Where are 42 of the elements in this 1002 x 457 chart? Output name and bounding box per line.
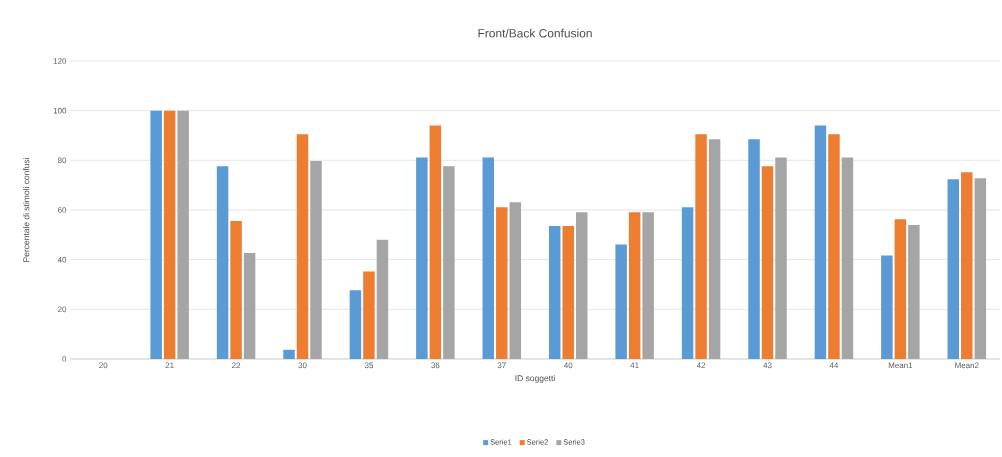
bar — [908, 224, 920, 359]
bar — [177, 110, 189, 359]
bar — [775, 157, 787, 359]
bar — [947, 179, 960, 359]
bar — [828, 134, 840, 359]
bar — [562, 225, 574, 359]
bar — [163, 110, 176, 359]
bar — [814, 125, 827, 359]
bar — [496, 207, 508, 359]
bar — [150, 110, 162, 359]
bar — [894, 219, 907, 359]
bar — [230, 220, 242, 359]
bar — [416, 157, 428, 359]
bar — [509, 202, 522, 359]
bar — [482, 157, 495, 359]
bar — [310, 161, 322, 359]
bar — [961, 172, 973, 359]
bar — [349, 290, 362, 359]
bar — [681, 207, 694, 359]
chart-title: Front/Back Confusion — [478, 28, 592, 38]
bar — [761, 166, 774, 359]
bar — [881, 255, 893, 359]
bar — [575, 212, 588, 359]
bar — [748, 139, 760, 359]
bar — [363, 271, 375, 359]
y-axis-title: Percentale di stimoli confusi — [23, 158, 30, 262]
bar — [841, 157, 854, 359]
bar — [296, 134, 309, 359]
bar — [376, 239, 389, 359]
bar — [216, 166, 229, 359]
bar — [283, 349, 295, 359]
bar — [243, 252, 256, 359]
x-axis-title: ID soggetti — [515, 374, 555, 383]
bar — [429, 125, 442, 359]
bar — [695, 134, 707, 359]
bar — [443, 166, 455, 359]
bar — [974, 178, 987, 359]
bar — [708, 139, 721, 359]
bar — [615, 244, 627, 359]
bar — [548, 225, 561, 359]
bar — [628, 212, 641, 359]
bar — [642, 212, 654, 359]
